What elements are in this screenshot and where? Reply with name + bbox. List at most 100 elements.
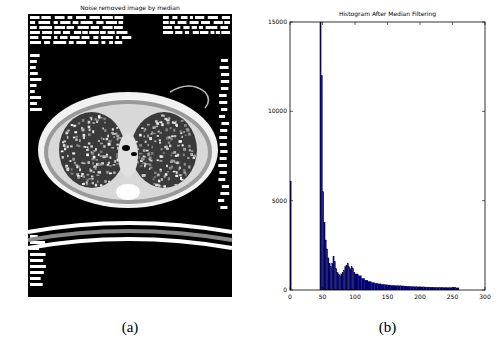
lung-speckle bbox=[63, 144, 66, 147]
overlay-text bbox=[82, 31, 88, 34]
overlay-text bbox=[220, 150, 227, 153]
lung-speckle bbox=[185, 134, 187, 136]
lung-speckle bbox=[67, 146, 69, 149]
lung-speckle bbox=[170, 127, 172, 129]
overlay-text bbox=[206, 26, 218, 29]
overlay-text bbox=[221, 108, 227, 111]
overlay-text bbox=[220, 171, 227, 174]
lung-speckle bbox=[81, 173, 83, 176]
overlay-text bbox=[30, 90, 35, 93]
lung-speckle bbox=[151, 152, 154, 155]
lung-speckle bbox=[91, 176, 93, 178]
lung-speckle bbox=[65, 165, 68, 167]
lung-speckle bbox=[189, 133, 191, 135]
overlay-text bbox=[183, 26, 189, 29]
spine bbox=[116, 184, 140, 200]
overlay-text bbox=[172, 16, 177, 19]
lung-speckle bbox=[152, 146, 154, 149]
lung-speckle bbox=[109, 172, 112, 174]
lung-speckle bbox=[88, 133, 90, 135]
lung-speckle bbox=[188, 133, 191, 135]
lung-speckle bbox=[144, 165, 146, 167]
overlay-text bbox=[30, 54, 40, 57]
overlay-text bbox=[63, 31, 70, 34]
lung-speckle bbox=[65, 166, 67, 168]
overlay-text bbox=[221, 73, 229, 76]
overlay-text bbox=[54, 26, 65, 29]
lung-speckle bbox=[97, 119, 99, 121]
lung-speckle bbox=[98, 154, 100, 156]
lung-speckle bbox=[76, 144, 78, 146]
x-tick-label: 100 bbox=[349, 293, 361, 300]
lung-speckle bbox=[72, 158, 75, 161]
overlay-text bbox=[30, 31, 40, 34]
lung-speckle bbox=[150, 160, 153, 162]
lung-speckle bbox=[86, 174, 89, 176]
lung-speckle bbox=[92, 182, 94, 184]
lung-speckle bbox=[175, 124, 178, 127]
table-arc bbox=[28, 239, 232, 248]
overlay-text bbox=[114, 26, 123, 29]
histogram-bar bbox=[404, 286, 407, 290]
lung-speckle bbox=[163, 185, 166, 187]
lung-speckle bbox=[74, 125, 76, 127]
lung-speckle bbox=[93, 156, 96, 159]
overlay-text bbox=[221, 80, 229, 83]
overlay-text bbox=[181, 16, 188, 19]
y-tick-right bbox=[482, 111, 485, 112]
lung-speckle bbox=[109, 165, 112, 167]
overlay-text bbox=[30, 72, 38, 75]
lung-speckle bbox=[91, 118, 93, 120]
lung-speckle bbox=[67, 136, 69, 139]
lung-speckle bbox=[116, 144, 119, 146]
lung-speckle bbox=[170, 155, 172, 157]
lung-left bbox=[131, 112, 197, 188]
lung-speckle bbox=[188, 145, 191, 148]
overlay-text bbox=[218, 164, 227, 167]
lung-speckle bbox=[158, 184, 160, 187]
histogram-bar bbox=[423, 287, 426, 290]
overlay-text bbox=[101, 41, 105, 44]
y-tick-right bbox=[482, 200, 485, 201]
lung-speckle bbox=[90, 169, 93, 171]
overlay-text bbox=[76, 16, 86, 19]
histogram-bar bbox=[342, 272, 343, 290]
lung-speckle bbox=[179, 141, 182, 143]
overlay-text bbox=[78, 26, 89, 29]
x-tick bbox=[452, 287, 453, 290]
image-title: Noise removed image by median bbox=[80, 4, 180, 12]
histogram-bar bbox=[334, 261, 335, 290]
overlay-text bbox=[221, 122, 228, 125]
lung-speckle bbox=[86, 154, 89, 157]
lung-speckle bbox=[98, 115, 100, 118]
overlay-text bbox=[115, 41, 123, 44]
lung-speckle bbox=[103, 145, 105, 148]
histogram-bar bbox=[341, 274, 342, 290]
lung-speckle bbox=[113, 136, 115, 138]
x-tick-top bbox=[355, 22, 356, 25]
histogram-bar bbox=[420, 287, 423, 290]
lung-speckle bbox=[104, 129, 106, 132]
lung-speckle bbox=[87, 148, 89, 151]
lung-speckle bbox=[176, 162, 178, 164]
lung-speckle bbox=[93, 150, 95, 152]
lung-speckle bbox=[61, 151, 64, 153]
lung-speckle bbox=[170, 137, 172, 140]
lung-speckle bbox=[113, 164, 115, 166]
overlay-text bbox=[30, 26, 37, 29]
histogram-bar bbox=[321, 76, 322, 290]
histogram-bar bbox=[354, 272, 355, 290]
x-tick bbox=[485, 287, 486, 290]
lung-speckle bbox=[144, 136, 146, 138]
lung-speckle bbox=[100, 163, 103, 165]
lung-speckle bbox=[95, 118, 97, 120]
overlay-text bbox=[192, 26, 197, 29]
lung-speckle bbox=[108, 181, 110, 183]
lung-speckle bbox=[70, 145, 73, 147]
lung-speckle bbox=[104, 180, 106, 183]
overlay-text bbox=[89, 31, 99, 34]
overlay-text bbox=[224, 21, 230, 24]
lung-speckle bbox=[149, 157, 152, 160]
overlay-text bbox=[122, 36, 131, 39]
lung-speckle bbox=[145, 141, 147, 143]
